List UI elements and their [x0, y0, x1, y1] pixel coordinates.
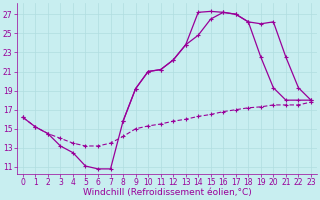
X-axis label: Windchill (Refroidissement éolien,°C): Windchill (Refroidissement éolien,°C): [83, 188, 251, 197]
